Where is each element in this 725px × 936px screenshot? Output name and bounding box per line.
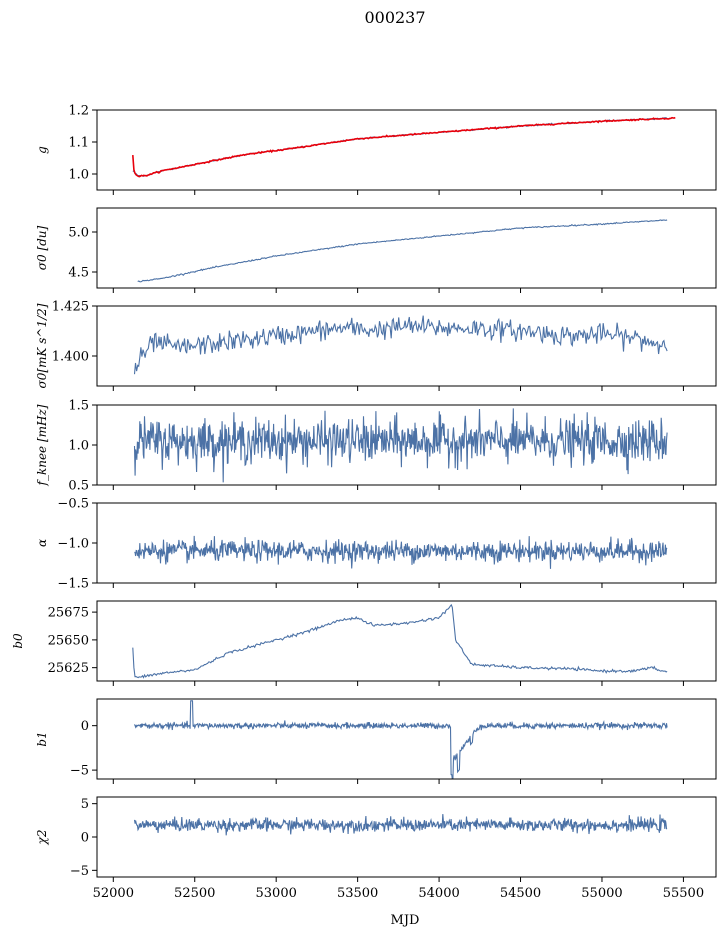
y-tick-label: 1.2 bbox=[68, 104, 89, 119]
y-tick-label: 25625 bbox=[48, 661, 89, 676]
y-axis-label: σ0 [du] bbox=[35, 225, 49, 270]
panel-7: −5 0 5 52000 52500 53000 53500 54000 54500 55000 5… bbox=[35, 796, 717, 901]
y-tick-label: 1.425 bbox=[52, 300, 89, 315]
series-line-4-0 bbox=[134, 535, 668, 569]
series-line-3-0 bbox=[133, 408, 668, 483]
x-tick-label: 52500 bbox=[174, 886, 215, 901]
y-tick-label: 25675 bbox=[48, 606, 89, 621]
panel-4: −1.5 −1.0 −0.5 α bbox=[35, 497, 717, 592]
x-tick-label: 54000 bbox=[418, 886, 459, 901]
y-tick-label: 0.5 bbox=[68, 479, 89, 494]
y-axis-label: σ0[mK s^1/2] bbox=[35, 303, 49, 388]
y-tick-label: 1.0 bbox=[68, 168, 89, 183]
y-tick-label: −5 bbox=[70, 864, 89, 879]
y-axis-label: b1 bbox=[35, 731, 49, 746]
series-line-6-0 bbox=[134, 700, 668, 780]
y-tick-label: 5.0 bbox=[68, 226, 89, 241]
series-line-1-0 bbox=[137, 219, 668, 283]
y-tick-label: 0 bbox=[81, 831, 89, 846]
y-tick-label: 1.400 bbox=[52, 350, 89, 365]
series-line-0-0 bbox=[132, 116, 668, 177]
series-line-2-0 bbox=[133, 315, 668, 375]
panel-frame bbox=[96, 600, 717, 682]
y-tick-label: 1.0 bbox=[68, 439, 89, 454]
panel-frame bbox=[96, 207, 717, 289]
y-axis-label: χ2 bbox=[35, 830, 49, 846]
y-axis-label: g bbox=[35, 146, 49, 154]
x-tick-label: 53000 bbox=[256, 886, 297, 901]
panel-1: 4.5 5.0 σ0 [du] bbox=[35, 207, 717, 293]
panel-3: 0.5 1.0 1.5 f_knee [mHz] bbox=[35, 399, 717, 494]
series-line-7-0 bbox=[133, 814, 668, 836]
panel-0: 1.0 1.1 1.2 g bbox=[35, 104, 717, 195]
panel-frame bbox=[96, 698, 717, 780]
series-line-0-1 bbox=[132, 116, 676, 178]
y-tick-label: 25650 bbox=[48, 633, 89, 648]
y-tick-label: −5 bbox=[70, 764, 89, 779]
panel-frame bbox=[96, 502, 717, 584]
x-tick-label: 53500 bbox=[337, 886, 378, 901]
y-tick-label: 0 bbox=[81, 719, 89, 734]
y-tick-label: −1.0 bbox=[57, 537, 89, 552]
x-axis-label: MJD bbox=[391, 913, 420, 928]
x-tick-label: 54500 bbox=[500, 886, 541, 901]
y-axis-label: α bbox=[35, 539, 49, 547]
y-tick-label: −0.5 bbox=[57, 497, 89, 512]
panel-6: −5 0 b1 bbox=[35, 698, 717, 784]
panel-frame bbox=[96, 305, 717, 387]
panel-frame bbox=[96, 796, 717, 878]
series-line-5-0 bbox=[132, 603, 668, 679]
y-axis-label: b0 bbox=[11, 633, 25, 649]
x-tick-label: 55500 bbox=[663, 886, 704, 901]
figure-title: 000237 bbox=[364, 8, 425, 27]
y-axis-label: f_knee [mHz] bbox=[35, 404, 49, 486]
panel-frame bbox=[96, 109, 717, 191]
y-tick-label: 1.5 bbox=[68, 399, 89, 414]
y-tick-label: 1.1 bbox=[68, 136, 89, 151]
y-tick-label: 5 bbox=[81, 797, 89, 812]
panel-5: 25625 25650 25675 b0 bbox=[11, 600, 717, 686]
y-tick-label: −1.5 bbox=[57, 577, 89, 592]
x-tick-label: 52000 bbox=[93, 886, 134, 901]
x-tick-label: 55000 bbox=[581, 886, 622, 901]
y-tick-label: 4.5 bbox=[68, 266, 89, 281]
